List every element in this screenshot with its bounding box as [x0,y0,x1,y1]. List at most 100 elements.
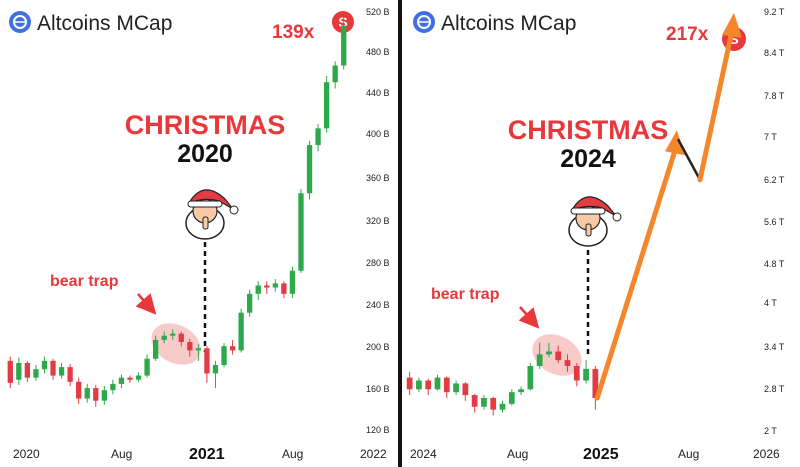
left-panel: Altcoins MCap 139x S CHRISTMAS 2020 bear… [7,7,390,463]
christmas-year: 2020 [177,140,233,168]
candle-body [93,388,99,401]
y-tick-label: 3.4 T [764,342,785,352]
candle [416,377,422,393]
candle [481,395,487,410]
candle-body [323,82,330,129]
candle-body [187,342,193,351]
candle [298,189,304,273]
y-tick-label: 400 B [366,129,390,139]
candle-body [170,333,176,336]
projection-arrowhead [665,130,685,156]
candle-body [212,365,219,374]
candle [592,365,599,410]
candle-body [221,346,227,366]
candle-body [76,381,82,399]
s-coin-icon: S [332,11,354,33]
candle-body [135,375,142,380]
candle [161,331,167,344]
candle [247,289,253,317]
candle [58,362,65,379]
candle-body [573,365,580,381]
candle [33,365,39,381]
y-tick-label: 280 B [366,258,390,268]
altcoins-logo-icon [9,11,31,33]
candle-body [33,369,39,378]
candle [135,372,142,382]
candle [67,364,73,387]
y-tick-label: 9.2 T [764,7,785,17]
candle [453,380,459,396]
x-tick-label: 2022 [360,447,387,461]
panel-divider [398,0,402,467]
candle-body [255,285,261,294]
candle [527,363,534,391]
candle [221,343,227,368]
candle [536,342,543,369]
y-tick-label: 240 B [366,300,390,310]
bear-trap-label: bear trap [50,273,119,290]
y-tick-label: 360 B [366,173,390,183]
candle [110,379,116,395]
candle-body [41,360,48,370]
candle [41,356,48,374]
bear-trap-label: bear trap [431,286,500,303]
projection-arrowhead [722,12,742,38]
santa-shush-icon [568,196,622,247]
candle [7,356,13,389]
candle-body [50,360,56,376]
x-axis: 2020 Aug 2021 Aug 2022 [13,446,387,463]
projection-pullback [676,138,702,181]
candle [212,360,219,389]
santa-shush-icon [185,189,239,240]
candle [499,400,506,413]
candle [306,140,313,200]
panel-title: Altcoins MCap [37,12,172,35]
candle-body [264,285,270,288]
candle [170,329,176,340]
x-tick-label: Aug [282,447,303,461]
badge-letter: S [338,14,347,30]
x-axis: 2024 Aug 2025 Aug 2026 [410,446,780,463]
candle-body [118,377,125,384]
candle-body [161,335,167,340]
candle-body [453,383,459,393]
candle [204,346,210,383]
candle-body [592,368,599,398]
candle-body [508,392,515,404]
y-tick-label: 160 B [366,384,390,394]
candle-body [204,348,210,374]
candle [272,279,278,292]
candle-body [289,270,296,294]
candle-body [152,339,159,359]
candle-body [546,351,552,355]
candle-body [247,293,253,313]
candle [178,331,184,347]
candle [195,344,202,361]
candle-body [67,367,73,382]
y-tick-label: 2 T [764,426,777,436]
candle [16,357,22,385]
y-tick-label: 440 B [366,88,390,98]
christmas-word: CHRISTMAS [508,115,669,145]
candle-body [272,283,278,288]
candle-body [555,351,562,361]
x-tick-label: 2025 [583,446,619,463]
candle [76,377,82,404]
badge-letter: S [729,31,738,47]
projection-path [594,12,742,401]
candle [118,374,125,389]
candle-body [16,362,22,380]
candle-body [238,312,244,351]
candle [24,360,31,382]
candle [443,376,450,398]
candle-body [499,403,506,410]
candle [127,375,133,383]
candle [434,374,441,391]
candle [315,124,321,152]
candle [406,371,413,396]
candle [93,384,99,407]
candle-series [7,17,347,407]
candle-body [471,395,478,407]
candle [144,354,150,378]
candle-body [434,377,441,390]
